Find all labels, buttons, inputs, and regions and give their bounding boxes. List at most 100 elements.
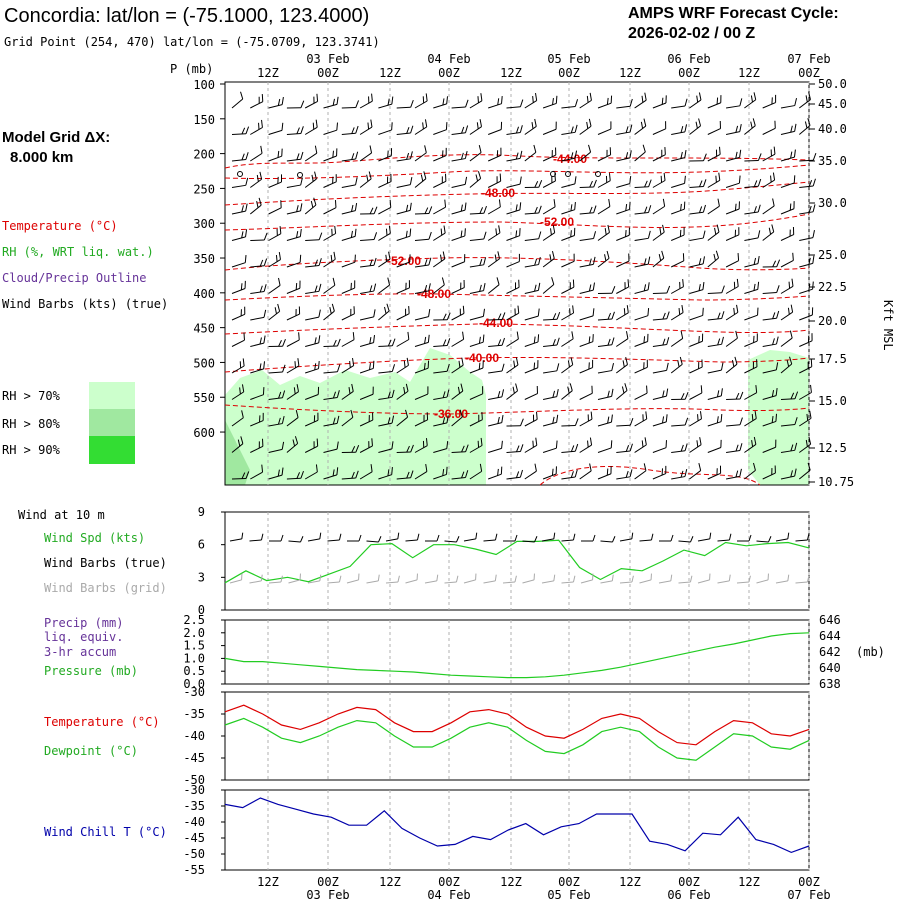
- wind-barb: [378, 122, 393, 135]
- temperature-contour: [224, 257, 810, 271]
- wind-barb: [231, 410, 244, 427]
- barb-flag: [733, 307, 735, 315]
- barb-shaft: [268, 285, 281, 294]
- barb-shaft: [670, 338, 683, 347]
- barb-flag: [517, 305, 520, 314]
- barb-flag: [790, 151, 793, 159]
- barb-flag: [682, 279, 684, 287]
- barb-shaft: [502, 581, 515, 584]
- wind-barb: [652, 198, 666, 215]
- wind-barb: [762, 388, 778, 400]
- barb-shaft: [396, 106, 411, 109]
- barb-shaft: [542, 102, 557, 109]
- wind-barb: [542, 440, 558, 453]
- barb-flag: [280, 174, 283, 183]
- barb-shaft: [652, 447, 667, 453]
- barb-flag: [538, 257, 541, 265]
- precip-tick-label: 1.0: [183, 651, 205, 665]
- wind-barb: [671, 443, 688, 453]
- barb-shaft: [561, 260, 575, 268]
- barb-flag: [555, 121, 557, 130]
- barb-flag: [737, 253, 740, 261]
- wind-barb: [506, 357, 519, 374]
- barb-flag: [588, 284, 592, 292]
- barb-flag: [497, 390, 501, 398]
- wind-barb: [780, 226, 795, 241]
- pressure-tick-label: 638: [819, 677, 841, 691]
- barb-flag: [384, 306, 387, 314]
- barb-shaft: [616, 286, 629, 294]
- barb-flag: [689, 575, 693, 583]
- barb-shaft: [561, 338, 574, 347]
- barb-shaft: [707, 102, 721, 109]
- wind-barb: [506, 253, 520, 268]
- wind-barb: [798, 462, 811, 480]
- wind-barb: [689, 359, 703, 374]
- wind-barb: [341, 470, 359, 480]
- barb-flag: [332, 391, 337, 399]
- wind-barb: [798, 92, 811, 109]
- windchill-tick-label: -40: [183, 815, 205, 829]
- wind-barb: [304, 93, 319, 109]
- wind-barb: [231, 358, 245, 374]
- barb-shaft: [541, 580, 554, 584]
- barb-flag: [427, 334, 430, 343]
- barb-flag: [775, 439, 777, 448]
- barb-shaft: [323, 397, 338, 400]
- barb-shaft: [780, 449, 795, 453]
- barb-flag: [299, 536, 304, 543]
- barb-flag: [768, 227, 772, 235]
- barb-flag: [241, 127, 246, 135]
- barb-flag: [702, 179, 707, 187]
- barb-flag: [443, 225, 446, 234]
- barb-flag: [607, 390, 610, 398]
- barb-shaft: [799, 288, 813, 294]
- barb-flag: [555, 466, 557, 475]
- barb-flag: [313, 197, 317, 206]
- barb-shaft: [670, 260, 685, 268]
- barb-shaft: [487, 180, 501, 188]
- barb-flag: [572, 575, 576, 583]
- wind-barb: [414, 145, 427, 162]
- barb-flag: [748, 575, 751, 583]
- barb-flag: [416, 573, 418, 580]
- wind-barb: [506, 418, 524, 427]
- barb-shaft: [378, 155, 392, 162]
- barb-shaft: [396, 184, 411, 188]
- barb-flag: [300, 151, 304, 160]
- barb-flag: [260, 533, 264, 541]
- barb-flag: [665, 95, 667, 104]
- barb-flag: [259, 259, 264, 267]
- precip-label-3: 3-hr accum: [44, 645, 116, 659]
- temperature-contour: [224, 404, 810, 415]
- barb-shaft: [250, 291, 265, 294]
- barb-shaft: [597, 473, 612, 480]
- barb-flag: [684, 98, 688, 107]
- barb-shaft: [414, 393, 429, 400]
- wind-barb: [414, 283, 431, 294]
- barb-shaft: [762, 179, 775, 188]
- barb-shaft: [366, 580, 379, 584]
- wind-barb: [615, 357, 628, 374]
- barb-flag: [611, 311, 615, 320]
- barb-shaft: [780, 285, 794, 294]
- barb-shaft: [707, 395, 722, 400]
- barb-flag: [645, 411, 648, 420]
- barb-shaft: [506, 209, 521, 215]
- barb-flag: [478, 414, 480, 422]
- time-label-bottom: 00Z: [678, 875, 700, 889]
- barb-flag: [717, 198, 720, 207]
- barb-flag: [646, 385, 648, 394]
- wind-barb: [780, 149, 796, 162]
- barb-flag: [698, 258, 702, 265]
- barb-flag: [805, 439, 808, 447]
- barb-flag: [772, 312, 776, 319]
- barb-flag: [806, 413, 809, 421]
- barb-shaft: [561, 286, 575, 294]
- sfc-wind-barb-grid: [717, 574, 731, 584]
- barb-flag: [556, 414, 559, 423]
- barb-shaft: [469, 264, 484, 268]
- barb-shaft: [451, 312, 465, 321]
- barb-flag: [604, 254, 607, 261]
- wind-barb: [762, 465, 776, 480]
